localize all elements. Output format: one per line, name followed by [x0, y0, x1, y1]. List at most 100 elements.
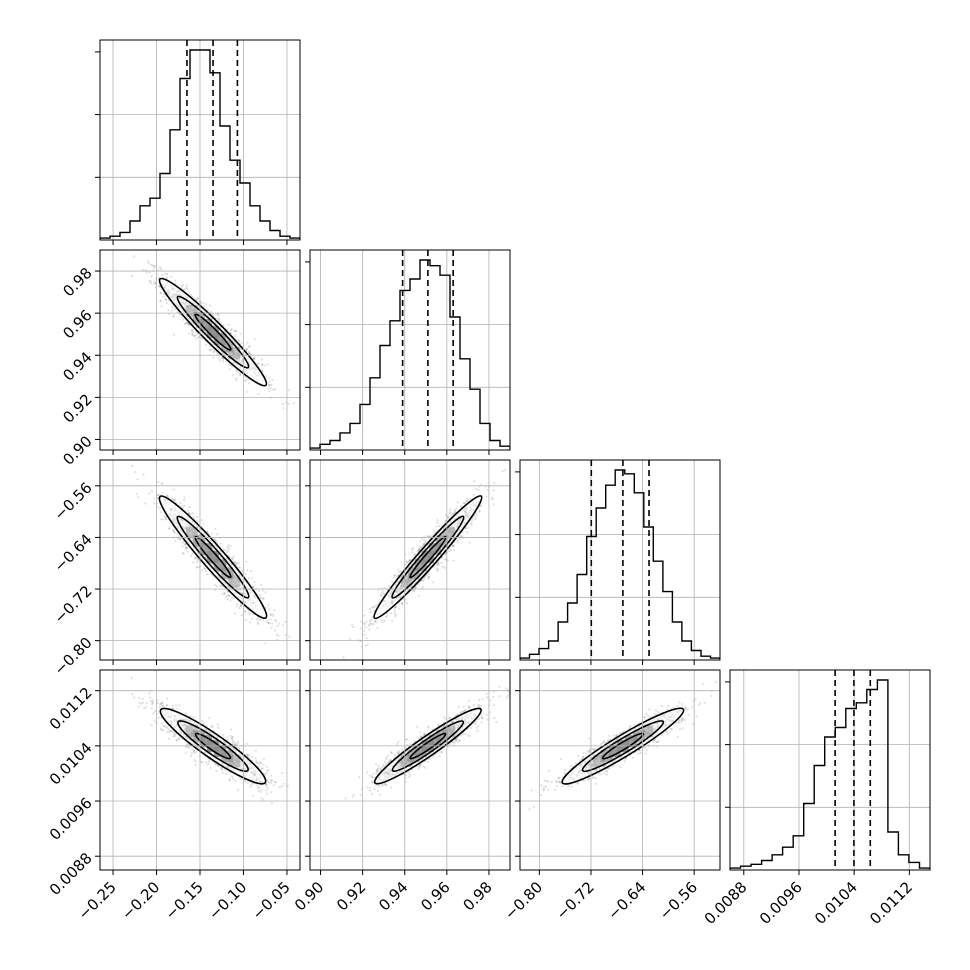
scatter-point: [172, 498, 175, 501]
scatter-point: [184, 546, 187, 549]
scatter-point: [149, 263, 152, 266]
scatter-point: [160, 518, 163, 521]
scatter-point: [253, 580, 256, 584]
scatter-point: [229, 328, 233, 332]
scatter-point: [435, 525, 438, 528]
scatter-point: [374, 619, 377, 622]
scatter-point: [266, 765, 269, 768]
scatter-point: [211, 313, 214, 316]
scatter-point: [466, 499, 469, 502]
scatter-point: [374, 605, 377, 608]
scatter-point: [235, 379, 238, 382]
scatter-point: [259, 593, 262, 597]
scatter-point: [405, 563, 408, 566]
scatter-point: [288, 635, 291, 638]
scatter-point: [264, 591, 267, 594]
scatter-point: [460, 535, 463, 538]
scatter-point: [259, 618, 262, 621]
scatter-point: [381, 590, 384, 593]
scatter-point: [423, 543, 426, 546]
scatter-point: [171, 497, 174, 500]
scatter-point: [363, 621, 366, 625]
scatter-point: [421, 544, 424, 547]
scatter-point: [238, 339, 241, 343]
scatter-point: [468, 541, 471, 544]
scatter-point: [150, 275, 153, 278]
scatter-point: [270, 801, 273, 805]
scatter-point: [156, 497, 159, 500]
scatter-point: [260, 583, 263, 586]
scatter-point: [244, 618, 247, 622]
scatter-point: [425, 535, 428, 538]
scatter-point: [206, 573, 209, 576]
scatter-point: [459, 505, 463, 508]
scatter-point: [133, 255, 136, 258]
scatter-point: [217, 765, 220, 768]
scatter-point: [265, 620, 268, 623]
contour-level: [373, 495, 483, 620]
scatter-point: [471, 517, 475, 520]
scatter-point: [466, 531, 469, 534]
scatter-point: [364, 644, 367, 647]
scatter-point: [144, 706, 148, 709]
scatter-point: [207, 763, 210, 766]
scatter-point: [390, 580, 394, 583]
scatter-point: [174, 279, 177, 282]
scatter-point: [226, 598, 230, 601]
scatter-point: [234, 779, 237, 782]
scatter-point: [274, 620, 278, 623]
scatter-point: [412, 589, 415, 593]
scatter-point: [272, 388, 275, 392]
scatter-point: [144, 502, 147, 505]
scatter-point: [453, 509, 456, 512]
scatter-point: [287, 402, 290, 405]
scatter-point: [257, 362, 260, 365]
scatter-point: [239, 605, 242, 608]
scatter-point: [264, 607, 267, 610]
scatter-point: [161, 273, 164, 276]
scatter-point: [131, 692, 134, 696]
scatter-point: [227, 547, 230, 550]
scatter-point: [405, 560, 408, 564]
scatter-point: [277, 622, 280, 625]
scatter-point: [427, 572, 430, 576]
scatter-point: [393, 609, 396, 612]
scatter-point: [432, 581, 435, 584]
scatter-point: [268, 383, 271, 386]
scatter-point: [183, 496, 186, 499]
scatter-point: [452, 544, 455, 547]
scatter-point: [185, 547, 188, 550]
y-tick-label: −0.72: [50, 582, 95, 627]
scatter-point: [157, 494, 160, 497]
scatter-point: [267, 621, 270, 624]
scatter-point: [381, 621, 384, 624]
scatter-point: [150, 724, 153, 727]
scatter-point: [451, 512, 454, 516]
scatter-point: [172, 735, 175, 738]
scatter-point: [191, 331, 194, 334]
scatter-point: [393, 574, 396, 577]
scatter-point: [363, 614, 366, 617]
scatter-point: [148, 692, 151, 695]
scatter-point: [436, 562, 439, 565]
scatter-point: [369, 611, 372, 614]
scatter-point: [185, 288, 188, 291]
scatter-point: [251, 613, 255, 616]
scatter-point: [162, 295, 165, 298]
scatter-point: [387, 585, 391, 588]
scatter-point: [263, 364, 266, 367]
scatter-point: [171, 707, 174, 710]
scatter-point: [159, 266, 162, 269]
scatter-point: [187, 512, 190, 515]
scatter-point: [477, 488, 480, 492]
scatter-point: [372, 623, 375, 626]
scatter-point: [262, 757, 265, 761]
scatter-point: [167, 527, 170, 530]
scatter-point: [393, 612, 396, 615]
scatter-point: [151, 264, 154, 267]
scatter-point: [201, 302, 205, 305]
scatter-point: [226, 738, 229, 741]
scatter-point: [182, 284, 185, 287]
scatter-point: [164, 272, 167, 275]
